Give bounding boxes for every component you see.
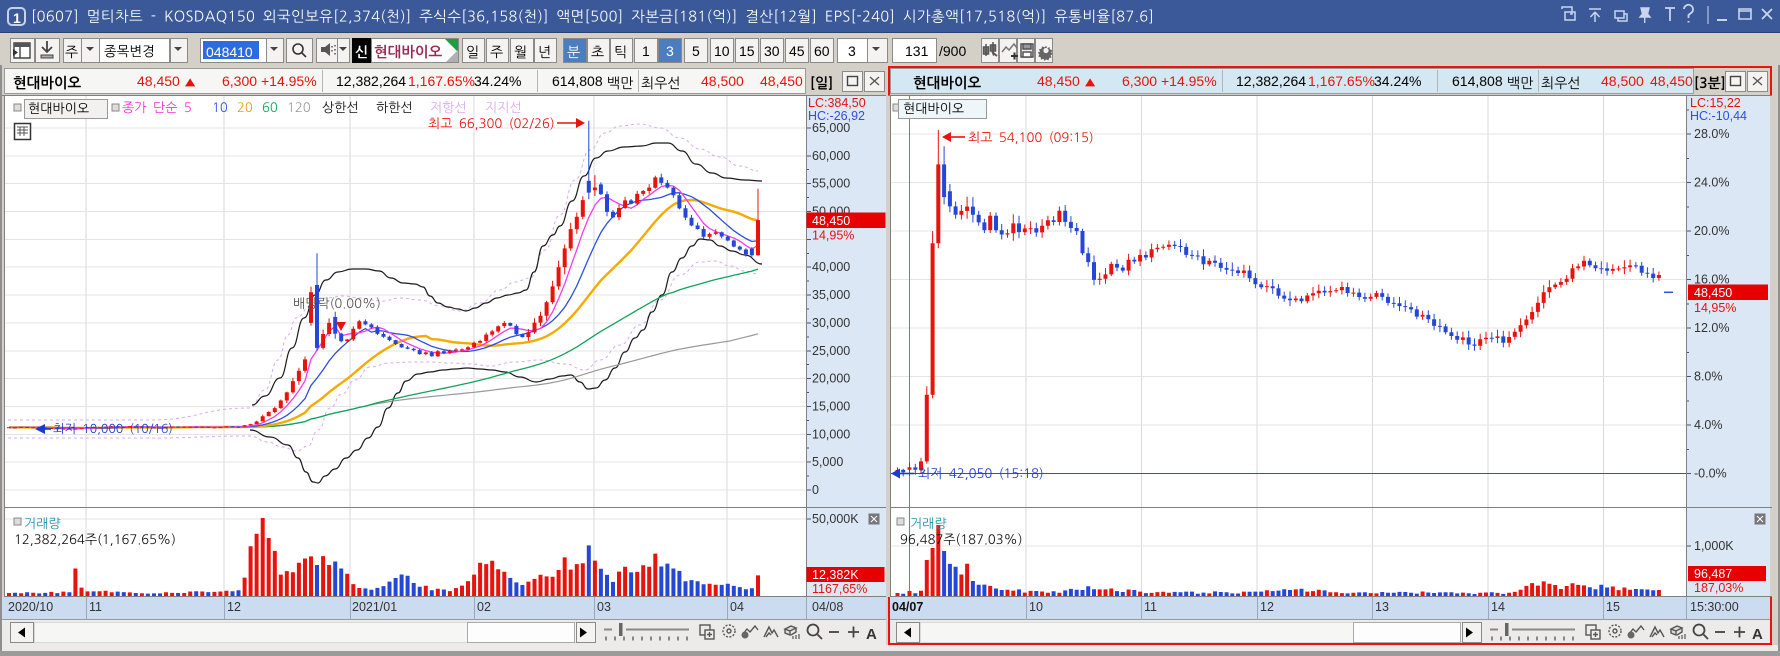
svg-text:-0.0%: -0.0% <box>1694 467 1727 481</box>
svg-text:14,95%: 14,95% <box>812 229 854 243</box>
svg-text:15,000: 15,000 <box>812 399 850 413</box>
svg-text:30,000: 30,000 <box>812 316 850 330</box>
svg-text:12,382K: 12,382K <box>812 568 859 582</box>
svg-text:10,000: 10,000 <box>812 427 850 441</box>
svg-text:8.0%: 8.0% <box>1694 370 1723 384</box>
svg-text:24.0%: 24.0% <box>1694 176 1729 190</box>
svg-text:48,450: 48,450 <box>1694 286 1732 300</box>
svg-text:1,000K: 1,000K <box>1694 539 1734 553</box>
svg-text:55,000: 55,000 <box>812 177 850 191</box>
svg-text:14,95%: 14,95% <box>1694 301 1736 315</box>
svg-text:60,000: 60,000 <box>812 149 850 163</box>
svg-text:0: 0 <box>812 483 819 497</box>
svg-text:A: A <box>1752 626 1763 643</box>
svg-text:LC:384,50: LC:384,50 <box>808 96 866 110</box>
svg-text:20,000: 20,000 <box>812 372 850 386</box>
svg-text:20.0%: 20.0% <box>1694 224 1729 238</box>
svg-text:1167,65%: 1167,65% <box>812 582 867 596</box>
svg-text:96,487: 96,487 <box>1694 567 1732 581</box>
svg-text:5,000: 5,000 <box>812 455 843 469</box>
svg-text:12.0%: 12.0% <box>1694 321 1729 335</box>
svg-text:LC:15,22: LC:15,22 <box>1690 96 1741 110</box>
svg-text:65,000: 65,000 <box>812 121 850 135</box>
svg-text:16.0%: 16.0% <box>1694 273 1729 287</box>
svg-text:HC:-26,92: HC:-26,92 <box>808 109 865 123</box>
svg-text:HC:-10,44: HC:-10,44 <box>1690 109 1747 123</box>
svg-text:50,000K: 50,000K <box>812 512 859 526</box>
svg-text:4.0%: 4.0% <box>1694 418 1723 432</box>
svg-text:28.0%: 28.0% <box>1694 127 1729 141</box>
svg-text:187,03%: 187,03% <box>1694 581 1743 595</box>
svg-text:A: A <box>866 626 877 643</box>
svg-text:48,450: 48,450 <box>812 214 850 228</box>
svg-text:25,000: 25,000 <box>812 344 850 358</box>
svg-text:40,000: 40,000 <box>812 260 850 274</box>
svg-text:35,000: 35,000 <box>812 288 850 302</box>
